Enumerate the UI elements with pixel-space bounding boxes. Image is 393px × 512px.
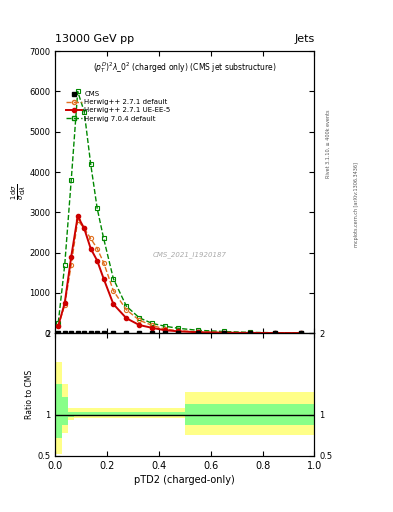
Text: 13000 GeV pp: 13000 GeV pp (55, 33, 134, 44)
Text: Rivet 3.1.10, ≥ 400k events: Rivet 3.1.10, ≥ 400k events (326, 109, 331, 178)
Text: $(p_T^D)^2\lambda\_0^2$ (charged only) (CMS jet substructure): $(p_T^D)^2\lambda\_0^2$ (charged only) (… (93, 60, 277, 75)
Text: CMS_2021_I1920187: CMS_2021_I1920187 (153, 251, 227, 258)
Text: Jets: Jets (294, 33, 314, 44)
Y-axis label: Ratio to CMS: Ratio to CMS (25, 370, 34, 419)
Y-axis label: $\frac{1}{\sigma}\frac{\mathrm{d}\sigma}{\mathrm{d}\lambda}$: $\frac{1}{\sigma}\frac{\mathrm{d}\sigma}… (9, 184, 28, 200)
X-axis label: pTD2 (charged-only): pTD2 (charged-only) (134, 475, 235, 485)
Legend: CMS, Herwig++ 2.7.1 default, Herwig++ 2.7.1 UE-EE-5, Herwig 7.0.4 default: CMS, Herwig++ 2.7.1 default, Herwig++ 2.… (66, 91, 171, 121)
Text: mcplots.cern.ch [arXiv:1306.3436]: mcplots.cern.ch [arXiv:1306.3436] (354, 162, 359, 247)
